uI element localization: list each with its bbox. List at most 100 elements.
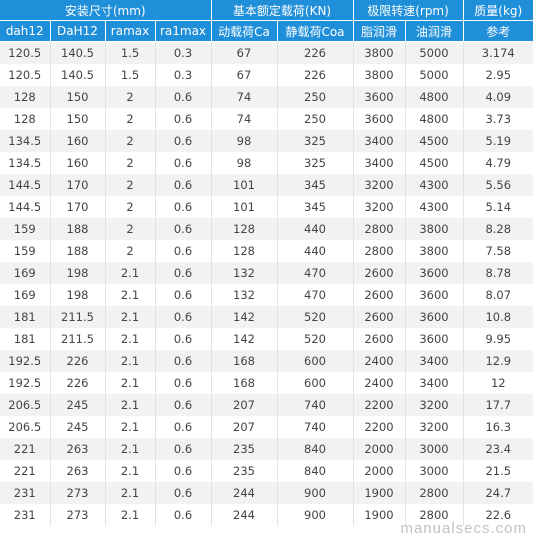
table-cell: 98 <box>211 130 278 152</box>
table-cell: 132 <box>211 284 278 306</box>
table-cell: 2400 <box>353 350 406 372</box>
table-cell: 120.5 <box>0 64 51 86</box>
table-cell: 1900 <box>353 504 406 526</box>
table-row: 231 273 2.1 0.6 244 900 1900 2800 22.6 <box>0 504 533 526</box>
table-cell: 3.174 <box>463 41 533 64</box>
header-column-row: dah12 DaH12 ramax ra1max 动载荷Ca 静载荷Coa 脂润… <box>0 20 533 42</box>
table-cell: 345 <box>277 196 354 218</box>
table-row: 144.5 170 2 0.6 101 345 3200 4300 5.14 <box>0 196 533 218</box>
table-cell: 273 <box>50 504 106 526</box>
table-cell: 345 <box>277 174 354 196</box>
table-cell: 244 <box>211 482 278 504</box>
table-cell: 3000 <box>405 460 464 482</box>
table-cell: 235 <box>211 438 278 460</box>
table-cell: 0.6 <box>155 130 212 152</box>
table-cell: 226 <box>277 64 354 86</box>
table-cell: 2.1 <box>105 372 156 394</box>
table-cell: 22.6 <box>463 504 533 526</box>
table-cell: 12 <box>463 372 533 394</box>
table-cell: 5.19 <box>463 130 533 152</box>
table-cell: 192.5 <box>0 372 51 394</box>
table-cell: 181 <box>0 328 51 350</box>
table-cell: 244 <box>211 504 278 526</box>
column-header: 动载荷Ca <box>211 20 278 42</box>
table-cell: 0.6 <box>155 152 212 174</box>
table-cell: 159 <box>0 218 51 240</box>
table-cell: 226 <box>50 372 106 394</box>
column-header: 静载荷Coa <box>277 20 354 42</box>
table-cell: 8.78 <box>463 262 533 284</box>
table-cell: 2200 <box>353 394 406 416</box>
table-cell: 2000 <box>353 460 406 482</box>
table-cell: 144.5 <box>0 174 51 196</box>
table-cell: 1.5 <box>105 41 156 64</box>
table-cell: 24.7 <box>463 482 533 504</box>
table-cell: 520 <box>277 306 354 328</box>
table-cell: 2 <box>105 240 156 262</box>
table-cell: 2.1 <box>105 350 156 372</box>
table-cell: 0.6 <box>155 372 212 394</box>
table-cell: 4500 <box>405 130 464 152</box>
table-cell: 160 <box>50 130 106 152</box>
table-row: 128 150 2 0.6 74 250 3600 4800 4.09 <box>0 86 533 108</box>
table-row: 192.5 226 2.1 0.6 168 600 2400 3400 12.9 <box>0 350 533 372</box>
table-cell: 840 <box>277 438 354 460</box>
table-row: 192.5 226 2.1 0.6 168 600 2400 3400 12 <box>0 372 533 394</box>
table-cell: 0.6 <box>155 196 212 218</box>
column-header: dah12 <box>0 20 51 42</box>
table-cell: 440 <box>277 240 354 262</box>
table-cell: 168 <box>211 372 278 394</box>
table-cell: 2000 <box>353 438 406 460</box>
table-cell: 0.6 <box>155 218 212 240</box>
table-header: 安装尺寸(mm) 基本额定载荷(KN) 极限转速(rpm) 质量(kg) dah… <box>0 0 533 42</box>
table-cell: 3000 <box>405 438 464 460</box>
table-cell: 600 <box>277 372 354 394</box>
table-cell: 231 <box>0 482 51 504</box>
table-cell: 470 <box>277 262 354 284</box>
header-group-load: 基本额定载荷(KN) <box>211 0 354 21</box>
table-cell: 263 <box>50 438 106 460</box>
table-cell: 2.1 <box>105 416 156 438</box>
table-cell: 128 <box>0 86 51 108</box>
table-cell: 5000 <box>405 41 464 64</box>
table-cell: 325 <box>277 130 354 152</box>
table-row: 120.5 140.5 1.5 0.3 67 226 3800 5000 3.174 <box>0 41 533 64</box>
table-cell: 2 <box>105 174 156 196</box>
table-cell: 245 <box>50 416 106 438</box>
table-cell: 226 <box>277 41 354 64</box>
table-row: 231 273 2.1 0.6 244 900 1900 2800 24.7 <box>0 482 533 504</box>
table-cell: 263 <box>50 460 106 482</box>
table-cell: 2 <box>105 196 156 218</box>
table-cell: 188 <box>50 218 106 240</box>
table-cell: 198 <box>50 262 106 284</box>
table-cell: 98 <box>211 152 278 174</box>
table-cell: 520 <box>277 328 354 350</box>
table-cell: 206.5 <box>0 394 51 416</box>
table-cell: 140.5 <box>50 64 106 86</box>
table-cell: 150 <box>50 108 106 130</box>
table-cell: 207 <box>211 394 278 416</box>
table-cell: 0.6 <box>155 460 212 482</box>
table-cell: 0.6 <box>155 240 212 262</box>
table-body: 120.5 140.5 1.5 0.3 67 226 3800 5000 3.174 120.5 1… <box>0 41 533 526</box>
table-cell: 235 <box>211 460 278 482</box>
column-header: 脂润滑 <box>353 20 406 42</box>
table-cell: 4800 <box>405 86 464 108</box>
table-cell: 221 <box>0 460 51 482</box>
table-cell: 2 <box>105 130 156 152</box>
table-cell: 192.5 <box>0 350 51 372</box>
table-row: 221 263 2.1 0.6 235 840 2000 3000 23.4 <box>0 438 533 460</box>
table-cell: 2.95 <box>463 64 533 86</box>
bearing-spec-table: 安装尺寸(mm) 基本额定载荷(KN) 极限转速(rpm) 质量(kg) dah… <box>0 0 533 526</box>
table-row: 134.5 160 2 0.6 98 325 3400 4500 5.19 <box>0 130 533 152</box>
table-cell: 0.6 <box>155 306 212 328</box>
table-cell: 2200 <box>353 416 406 438</box>
table-cell: 2800 <box>353 218 406 240</box>
table-cell: 140.5 <box>50 41 106 64</box>
table-cell: 5.14 <box>463 196 533 218</box>
table-cell: 900 <box>277 482 354 504</box>
table-cell: 2600 <box>353 306 406 328</box>
table-cell: 8.07 <box>463 284 533 306</box>
table-cell: 2 <box>105 152 156 174</box>
table-cell: 740 <box>277 394 354 416</box>
